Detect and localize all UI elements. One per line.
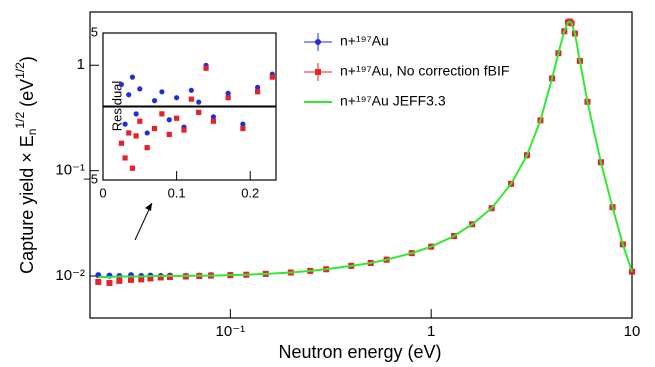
circle-marker [166,117,172,123]
square-marker [254,89,261,95]
circle-marker [133,111,139,117]
x-tick-label: 0.1 [168,185,186,200]
plot-frame [89,11,633,319]
model-line [98,20,633,278]
square-marker [122,155,128,161]
square-marker [225,95,231,101]
circle-marker [188,87,194,93]
square-marker [210,118,217,124]
circle-marker [122,121,128,127]
y-axis-title: Capture yield × En1/2 (eV1/2) [13,56,39,274]
y-tick-label: 10⁻¹ [55,162,85,179]
arrow-head [145,203,152,211]
square-marker [137,118,143,124]
legend-marker [315,69,321,75]
square-marker [133,133,139,139]
y-title-part: ) [17,56,37,62]
x-tick-label: 10 [624,323,641,340]
square-marker [106,279,113,286]
y-tick-label: −5 [83,171,98,186]
square-marker [159,111,165,117]
square-marker [269,74,275,80]
legend-label: n+¹⁹⁷Au, No correction fBIF [340,63,509,79]
square-marker [174,115,180,121]
square-marker [126,130,132,136]
square-marker [129,165,136,171]
circle-marker [254,84,261,90]
square-marker [240,125,246,132]
circle-marker [151,98,158,104]
square-marker [138,276,145,283]
circle-marker [129,74,136,80]
circle-marker [126,92,132,98]
y-title-sup: 1/2 [13,62,27,79]
y-tick-label: 5 [91,24,98,39]
square-marker [181,127,187,133]
y-tick-label: 10⁻² [55,267,85,284]
square-marker [196,109,202,115]
y-tick-label: 1 [77,56,85,73]
circle-marker [196,99,202,105]
circle-marker [144,130,150,136]
circle-marker [240,121,246,127]
square-marker [144,145,150,151]
circle-marker [137,86,143,92]
square-marker [127,276,134,283]
square-marker [118,140,125,146]
x-axis-title: Neutron energy (eV) [278,342,441,362]
x-tick-label: 10⁻¹ [216,323,246,340]
legend-label: n+¹⁹⁷Au JEFF3.3 [340,93,446,109]
circle-marker [174,95,180,101]
legend-marker [315,39,321,45]
y-title-sub: n [25,129,39,136]
legend-label: n+¹⁹⁷Au [340,33,389,49]
square-marker [166,131,172,138]
x-tick-label: 1 [427,323,435,340]
square-marker [116,277,123,284]
square-marker [203,65,209,71]
x-tick-label: 0.2 [241,185,259,200]
square-marker [147,275,154,282]
square-marker [188,96,194,102]
y-title-part: (eV [17,79,37,112]
y-title-part: Capture yield × E [17,135,37,274]
circle-marker [159,89,165,95]
square-marker [151,125,158,132]
circle-marker [118,81,125,88]
circle-marker [225,90,231,96]
x-tick-label: 0 [99,185,106,200]
circle-marker [210,114,217,120]
square-marker [95,278,102,285]
square-marker [157,274,164,281]
y-title-sup: 1/2 [13,112,27,129]
